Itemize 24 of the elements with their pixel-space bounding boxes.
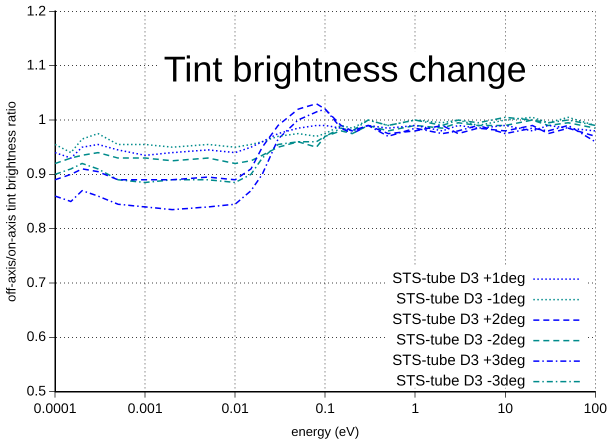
x-tick-label: 0.0001 <box>34 400 77 416</box>
x-axis-title: energy (eV) <box>291 424 360 439</box>
legend-label: STS-tube D3 -1deg <box>396 290 526 308</box>
x-tick-label: 0.01 <box>222 400 249 416</box>
y-tick-label: 1 <box>38 110 46 127</box>
legend-label: STS-tube D3 +3deg <box>392 352 526 370</box>
y-tick-label: 0.7 <box>26 274 46 290</box>
legend-label: STS-tube D3 -2deg <box>396 332 526 349</box>
x-tick-label: 1 <box>411 400 420 416</box>
legend-label: STS-tube D3 +1deg <box>392 270 526 288</box>
y-tick-label: 1.1 <box>26 56 46 73</box>
x-tick-label: 0.001 <box>128 400 163 416</box>
y-tick-label: 0.6 <box>26 328 46 344</box>
legend-label: STS-tube D3 +2deg <box>392 311 526 328</box>
y-tick-label: 0.9 <box>26 165 46 182</box>
text: Tint brightness change <box>164 48 527 90</box>
y-tick-label: 1.2 <box>26 2 46 18</box>
legend-label: STS-tube D3 -3deg <box>396 372 526 390</box>
x-tick-label: 100 <box>584 400 608 416</box>
y-axis-title: off-axis/on-axis tint brightness ratio <box>3 101 18 302</box>
x-tick-label: 10 <box>497 400 514 416</box>
y-tick-label: 0.8 <box>26 220 46 236</box>
y-tick-label: 0.5 <box>26 382 46 398</box>
x-tick-label: 0.1 <box>315 400 336 416</box>
